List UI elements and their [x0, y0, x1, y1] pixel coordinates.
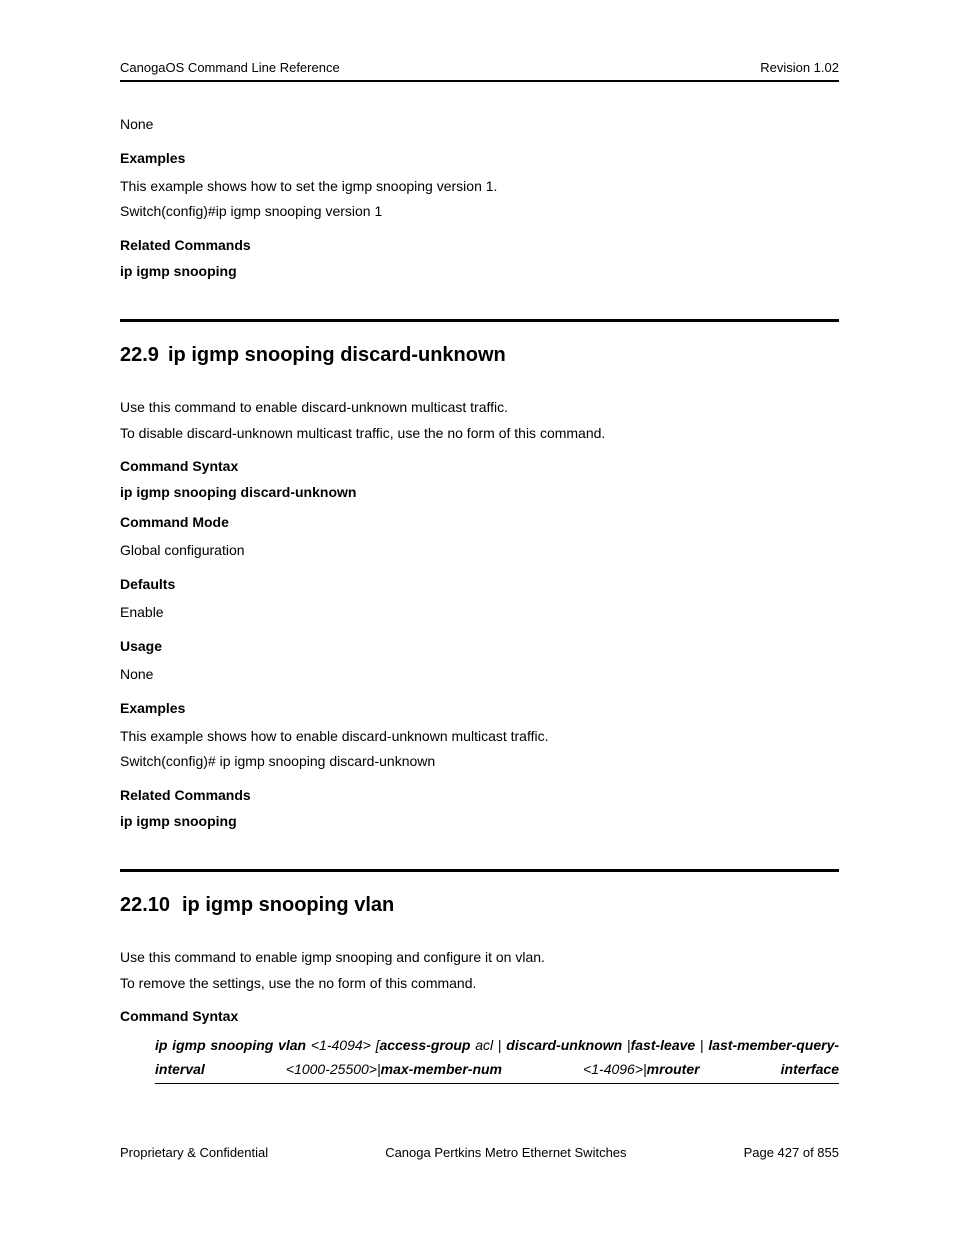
example-line-2: Switch(config)#ip igmp snooping version … [120, 201, 839, 223]
sec9-intro-1: Use this command to enable discard-unkno… [120, 397, 839, 419]
footer-left: Proprietary & Confidential [120, 1145, 268, 1160]
section-name: ip igmp snooping discard-unknown [168, 344, 506, 366]
sec9-usage: None [120, 664, 839, 686]
footer-right: Page 427 of 855 [744, 1145, 839, 1160]
page-header: CanogaOS Command Line Reference Revision… [120, 60, 839, 82]
syntax-token: <1-4096>| [583, 1061, 647, 1077]
sec10-intro-2: To remove the settings, use the no form … [120, 973, 839, 995]
command-mode-heading: Command Mode [120, 514, 839, 530]
syntax-token: max-member-num [381, 1061, 502, 1077]
syntax-token: <1-4094> [ [311, 1037, 380, 1053]
syntax-token: acl [475, 1037, 493, 1053]
section-number: 22.9 [120, 344, 168, 367]
section-number: 22.10 [120, 894, 182, 917]
header-left: CanogaOS Command Line Reference [120, 60, 340, 75]
usage-heading: Usage [120, 638, 839, 654]
section-divider [120, 319, 839, 322]
sec9-ex1: This example shows how to enable discard… [120, 726, 839, 748]
sec10-intro-1: Use this command to enable igmp snooping… [120, 947, 839, 969]
examples-heading: Examples [120, 150, 839, 166]
sec9-related-cmd: ip igmp snooping [120, 813, 839, 829]
section-name: ip igmp snooping vlan [182, 894, 394, 916]
related-commands-heading: Related Commands [120, 787, 839, 803]
sec9-defaults: Enable [120, 602, 839, 624]
page: CanogaOS Command Line Reference Revision… [0, 0, 954, 1235]
syntax-token: fast-leave [631, 1037, 696, 1053]
syntax-token: | [700, 1037, 704, 1053]
sec9-syntax: ip igmp snooping discard-unknown [120, 484, 839, 500]
example-line-1: This example shows how to set the igmp s… [120, 176, 839, 198]
sec10-syntax-block: ip igmp snooping vlan <1-4094> [access-g… [155, 1034, 839, 1084]
command-syntax-heading: Command Syntax [120, 458, 839, 474]
syntax-token: mrouter interface [647, 1061, 839, 1077]
section-22-10-title: 22.10ip igmp snooping vlan [120, 894, 839, 917]
sec9-mode: Global configuration [120, 540, 839, 562]
section-divider [120, 869, 839, 872]
syntax-token: | [498, 1037, 502, 1053]
syntax-token: discard-unknown [506, 1037, 622, 1053]
carry-none: None [120, 114, 839, 136]
syntax-token: <1000-25500>| [286, 1061, 381, 1077]
related-commands-heading: Related Commands [120, 237, 839, 253]
section-22-9-title: 22.9ip igmp snooping discard-unknown [120, 344, 839, 367]
header-right: Revision 1.02 [760, 60, 839, 75]
page-footer: Proprietary & Confidential Canoga Pertki… [120, 1145, 839, 1160]
command-syntax-heading: Command Syntax [120, 1008, 839, 1024]
sec9-intro-2: To disable discard-unknown multicast tra… [120, 423, 839, 445]
footer-center: Canoga Pertkins Metro Ethernet Switches [385, 1145, 626, 1160]
defaults-heading: Defaults [120, 576, 839, 592]
related-command: ip igmp snooping [120, 263, 839, 279]
syntax-token: ip igmp snooping vlan [155, 1037, 306, 1053]
examples-heading: Examples [120, 700, 839, 716]
sec9-ex2: Switch(config)# ip igmp snooping discard… [120, 751, 839, 773]
syntax-token: access-group [379, 1037, 470, 1053]
